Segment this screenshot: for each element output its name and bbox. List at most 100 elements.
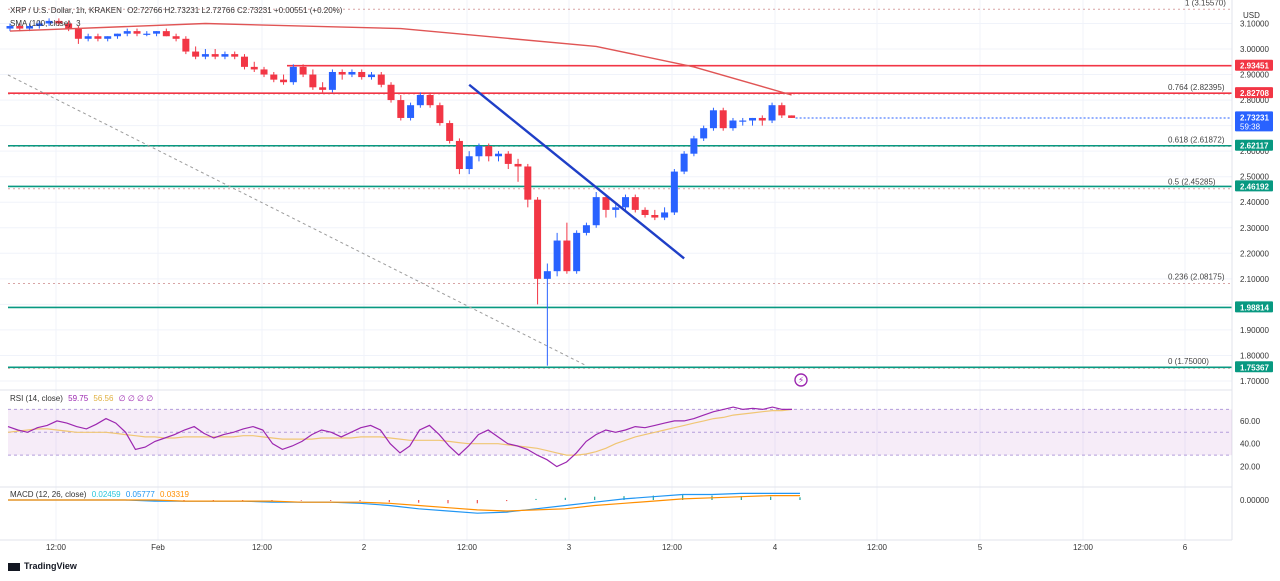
- time-axis[interactable]: 12:00 Feb 12:00 2 12:00 3 12:00 4 12:00 5 12:00 6: [0, 539, 1232, 552]
- macd-histogram-bar: [212, 500, 214, 501]
- candle-body: [563, 240, 571, 272]
- candle-body: [299, 66, 307, 75]
- rsi-tick-label: 60.00: [1240, 417, 1261, 426]
- alert-icon[interactable]: [794, 373, 808, 387]
- candle-body: [670, 171, 678, 213]
- macd-histogram-bar: [506, 500, 508, 502]
- rsi-empty-values: ∅ ∅ ∅ ∅: [118, 394, 154, 403]
- candle-body: [690, 138, 698, 154]
- candle-body: [514, 163, 522, 167]
- candle-body: [758, 117, 766, 121]
- candle-body: [172, 36, 180, 39]
- sma-legend[interactable]: SMA (100, close) 3: [10, 19, 84, 28]
- macd-pane[interactable]: 0.00000: [0, 486, 1269, 514]
- candle-body: [35, 23, 43, 27]
- countdown-text: 59:38: [1240, 122, 1261, 131]
- rsi-legend[interactable]: RSI (14, close) 59.75 56.56 ∅ ∅ ∅ ∅: [10, 394, 156, 403]
- price-badge-text: 2.46192: [1240, 182, 1269, 191]
- macd-histogram-bar: [476, 500, 478, 504]
- sma-line: [9, 22, 792, 96]
- price-tick-label: 1.70000: [1240, 377, 1269, 386]
- candle-body: [631, 197, 639, 210]
- macd-histogram-bar: [682, 495, 684, 500]
- time-tick-label: 12:00: [457, 543, 478, 552]
- time-tick-label: 6: [1183, 543, 1188, 552]
- candle-body: [211, 54, 219, 57]
- fib-label: 0.5 (2.45285): [1168, 178, 1216, 187]
- candle-body: [74, 28, 82, 39]
- candle-body: [709, 110, 717, 129]
- price-tick-label: 1.90000: [1240, 326, 1269, 335]
- candle-body: [534, 199, 542, 279]
- candle-body: [162, 31, 170, 37]
- price-tick-label: 2.10000: [1240, 275, 1269, 284]
- time-tick-label: 12:00: [252, 543, 273, 552]
- time-tick-label: 12:00: [1073, 543, 1094, 552]
- candle-body: [182, 38, 190, 52]
- macd-histogram-bar: [388, 500, 390, 503]
- time-tick-label: 5: [978, 543, 983, 552]
- time-tick-label: 12:00: [867, 543, 888, 552]
- macd-tick-label: 0.00000: [1240, 496, 1269, 505]
- candle-body: [788, 115, 796, 118]
- time-tick-label: Feb: [151, 543, 165, 552]
- candle-body: [573, 232, 581, 272]
- price-badge: [1235, 180, 1273, 192]
- macd-histogram-bar: [652, 495, 654, 500]
- rsi-pane[interactable]: 60.00 40.00 20.00: [0, 389, 1261, 472]
- macd-histogram-bar: [770, 496, 772, 500]
- macd-histogram-bar: [183, 500, 185, 501]
- candle-body: [553, 240, 561, 272]
- candle-body: [94, 36, 102, 39]
- candle-body: [680, 153, 688, 172]
- macd-legend[interactable]: MACD (12, 26, close) 0.02459 0.05777 0.0…: [10, 490, 192, 499]
- candle-body: [524, 166, 532, 200]
- candle-body: [495, 153, 502, 157]
- fib-label: 1 (3.15570): [1185, 0, 1226, 7]
- tradingview-icon: [8, 562, 20, 571]
- price-badge-text: 2.93451: [1240, 62, 1269, 71]
- candle-body: [221, 54, 229, 57]
- price-badge: [1235, 361, 1273, 373]
- rsi-value: 59.75: [68, 394, 89, 403]
- candle-body: [16, 26, 24, 29]
- price-tick-label: 3.00000: [1240, 45, 1269, 54]
- macd-histogram-bar: [594, 496, 596, 500]
- candle-body: [45, 20, 53, 24]
- candle-body: [446, 123, 454, 141]
- candle-body: [153, 31, 161, 34]
- symbol-header: XRP / U.S. Dollar, 1h, KRAKEN O2.72766 H…: [10, 6, 345, 15]
- candle-body: [407, 105, 415, 118]
- macd-histogram-bar: [300, 500, 302, 501]
- price-tick-label: 1.80000: [1240, 351, 1269, 360]
- candle-body: [612, 207, 620, 210]
- fib-labels: 0.764 (2.82395) 0.618 (2.61872) 0.5 (2.452…: [1168, 0, 1226, 366]
- sma-value: 3: [76, 19, 81, 28]
- macd-histogram-bar: [623, 496, 625, 500]
- grid-lines: [0, 0, 1232, 540]
- candles[interactable]: [6, 18, 796, 366]
- candle-body: [661, 212, 669, 218]
- candle-body: [455, 140, 463, 170]
- price-badge: [1235, 59, 1273, 71]
- bolt-icon: ⚡: [798, 376, 804, 386]
- candle-body: [582, 225, 590, 233]
- price-badge-text: 2.73231: [1240, 113, 1269, 122]
- macd-histogram-bar: [564, 497, 566, 500]
- time-tick-label: 2: [362, 543, 367, 552]
- candle-body: [6, 26, 14, 29]
- fib-label: 0.618 (2.61872): [1168, 135, 1225, 144]
- price-badge-text: 1.98814: [1240, 303, 1269, 312]
- macd-histogram-bar: [535, 498, 537, 500]
- time-tick-label: 12:00: [46, 543, 67, 552]
- candle-body: [133, 31, 141, 34]
- tradingview-logo[interactable]: TradingView: [8, 561, 77, 571]
- time-tick-label: 3: [567, 543, 572, 552]
- candle-body: [641, 209, 649, 215]
- candle-body: [592, 197, 600, 226]
- price-tick-label: 2.50000: [1240, 173, 1269, 182]
- candle-body: [328, 71, 336, 90]
- candle-body: [201, 54, 209, 57]
